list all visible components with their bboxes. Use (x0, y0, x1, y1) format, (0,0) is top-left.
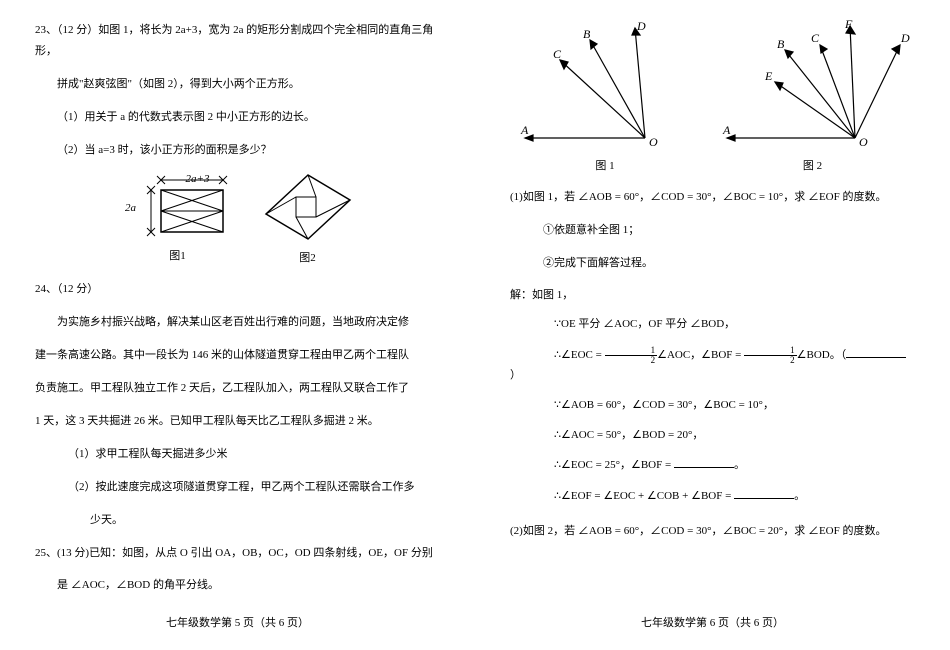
rays-fig2: A E B C F D O (715, 20, 910, 150)
rays-fig1: A C B D O (515, 20, 695, 150)
sol-l2-mid: ∠AOC，∠BOF = (657, 349, 744, 361)
sol-l2-pre: ∴∠EOC = (554, 349, 605, 361)
sol-l3: ∵∠AOB = 60°，∠COD = 30°，∠BOC = 10°， (510, 396, 915, 416)
q23-sub1: （1）用关于 a 的代数式表示图 2 中小正方形的边长。 (35, 107, 440, 128)
q23-header: 23、（12 分）如图 1，将长为 2a+3，宽为 2a 的矩形分割成四个完全相… (35, 20, 440, 62)
q24-p2: 建一条高速公路。其中一段长为 146 米的山体隧道贯穿工程由甲乙两个工程队 (35, 345, 440, 366)
q23-line2: 拼成"赵爽弦图"（如图 2），得到大小两个正方形。 (35, 74, 440, 95)
q25-fig2: A E B C F D O 图 2 (715, 20, 910, 173)
page6-footer: 七年级数学第 6 页（共 6 页） (475, 614, 950, 630)
sol-l6-pre: ∴∠EOF = ∠EOC + ∠COB + ∠BOF = (554, 490, 734, 502)
q25-line2: 是 ∠AOC，∠BOD 的角平分线。 (35, 575, 440, 596)
dim-top: 2a+3 (173, 173, 223, 185)
part1-q: (1)如图 1，若 ∠AOB = 60°，∠COD = 30°，∠BOC = 1… (510, 187, 915, 208)
label-E2: E (764, 69, 773, 83)
q25-fig1: A C B D O 图 1 (515, 20, 695, 173)
fig2-caption: 图2 (263, 249, 353, 265)
fig2-cap: 图 2 (715, 157, 910, 173)
q25-header: 25、(13 分)已知：如图，从点 O 引出 OA，OB，OC，OD 四条射线，… (35, 543, 440, 564)
label-D: D (636, 20, 646, 33)
q23-fig1: 2a+3 2a 图1 (123, 172, 233, 265)
label-B: B (583, 27, 591, 41)
sol-l6: ∴∠EOF = ∠EOC + ∠COB + ∠BOF = 。 (510, 486, 915, 507)
q25-figures: A C B D O 图 1 (510, 20, 915, 173)
label-C2: C (811, 31, 820, 45)
sol-l2-end: ） (510, 369, 521, 381)
sol-l5-pre: ∴∠EOC = 25°，∠BOF = (554, 459, 674, 471)
q24-sub2: （2）按此速度完成这项隧道贯穿工程，甲乙两个工程队还需联合工作多 (35, 477, 440, 498)
exam-pages: 23、（12 分）如图 1，将长为 2a+3，宽为 2a 的矩形分割成四个完全相… (0, 0, 950, 650)
fig1-caption: 图1 (123, 247, 233, 263)
q24-sub2b: 少天。 (35, 510, 440, 531)
label-A2: A (722, 123, 731, 137)
q24-p3: 负责施工。甲工程队独立工作 2 天后，乙工程队加入，两工程队又联合工作了 (35, 378, 440, 399)
q23-sub2: （2）当 a=3 时，该小正方形的面积是多少？ (35, 140, 440, 161)
label-F2: F (844, 20, 853, 31)
fig1-cap: 图 1 (515, 157, 695, 173)
sol-l4: ∴∠AOC = 50°，∠BOD = 20°， (510, 426, 915, 446)
dim-left: 2a (121, 202, 141, 214)
label-C: C (553, 47, 562, 61)
sol-l6-end: 。 (794, 490, 805, 502)
sol-head: 解：如图 1， (510, 286, 915, 306)
q24-header: 24、（12 分） (35, 279, 440, 300)
blank-reason (846, 345, 906, 358)
label-A: A (520, 123, 529, 137)
q24-sub1: （1）求甲工程队每天掘进多少米 (35, 444, 440, 465)
page5-footer: 七年级数学第 5 页（共 6 页） (0, 614, 475, 630)
q24-p4: 1 天，这 3 天共掘进 26 米。已知甲工程队每天比乙工程队多掘进 2 米。 (35, 411, 440, 432)
part2-q: (2)如图 2，若 ∠AOB = 60°，∠COD = 30°，∠BOC = 2… (510, 521, 915, 542)
sol-l1: ∵OE 平分 ∠AOC，OF 平分 ∠BOD， (510, 315, 915, 335)
part1-s1: ①依题意补全图 1； (510, 220, 915, 241)
page-5: 23、（12 分）如图 1，将长为 2a+3，宽为 2a 的矩形分割成四个完全相… (0, 0, 475, 650)
q23-fig2: 图2 (263, 172, 353, 265)
zhaoshuang-diagram (263, 172, 353, 242)
blank-eof (734, 486, 794, 499)
sol-l2-post: ∠BOD。（ (797, 349, 847, 361)
label-O2: O (859, 135, 868, 149)
page-6: A C B D O 图 1 (475, 0, 950, 650)
part1-s2: ②完成下面解答过程。 (510, 253, 915, 274)
label-D2: D (900, 31, 910, 45)
q23-figures: 2a+3 2a 图1 图2 (35, 172, 440, 265)
sol-l5: ∴∠EOC = 25°，∠BOF = 。 (510, 455, 915, 476)
q24-p1: 为实施乡村振兴战略，解决某山区老百姓出行难的问题，当地政府决定修 (35, 312, 440, 333)
sol-l2: ∴∠EOC = 12∠AOC，∠BOF = 12∠BOD。（） (510, 345, 915, 386)
sol-l5-end: 。 (734, 459, 745, 471)
label-B2: B (777, 37, 785, 51)
blank-bof (674, 455, 734, 468)
label-O: O (649, 135, 658, 149)
